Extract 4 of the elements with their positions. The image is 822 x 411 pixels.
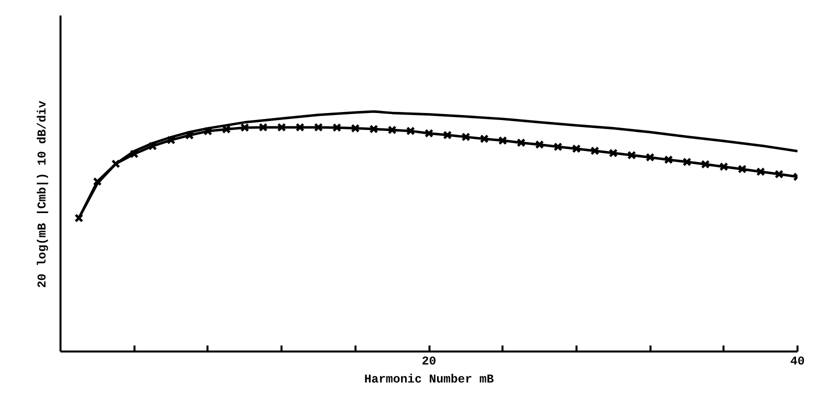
x-axis-title: Harmonic Number mB (364, 372, 494, 386)
y-axis-title: 20 log(mB |Cmb|) 10 dB/div (36, 100, 50, 288)
x-tick-label: 40 (790, 354, 805, 368)
x-tick-label: 20 (422, 354, 436, 368)
